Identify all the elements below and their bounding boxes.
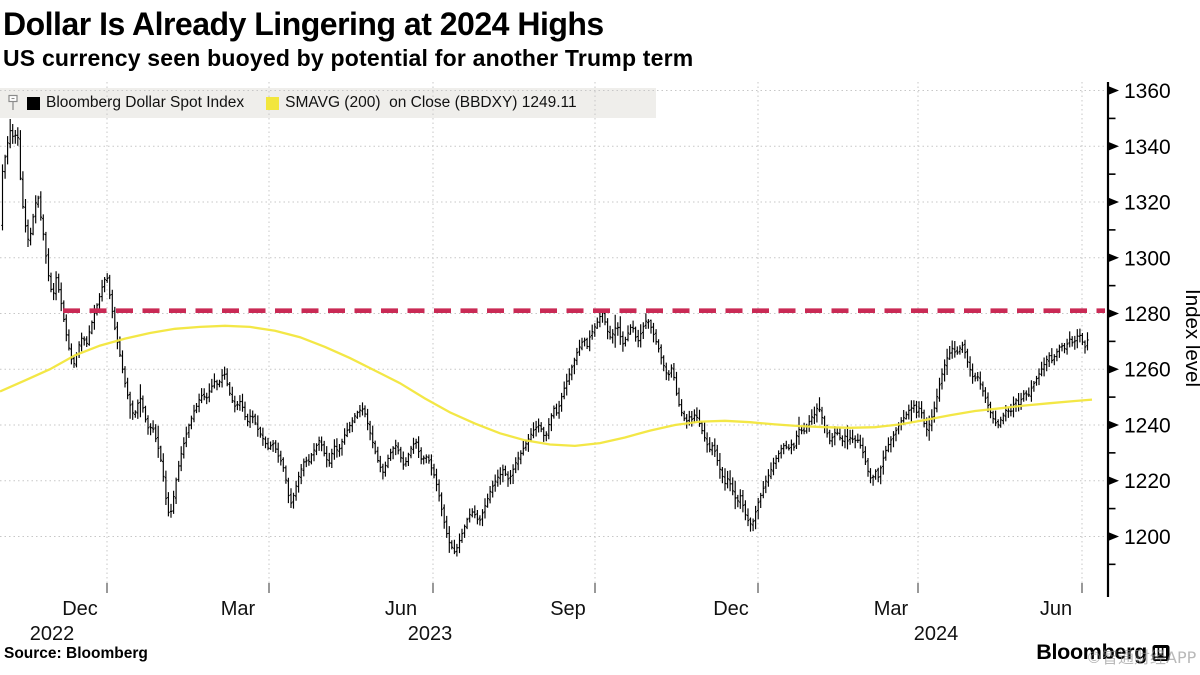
y-tick-label: 1260 <box>1124 359 1171 382</box>
bloomberg-logo: Bloomberg <box>1036 640 1170 665</box>
watermark: ©智通财经APP <box>1086 648 1197 667</box>
x-axis-labels: Dec Mar Jun Sep Dec Mar Jun 2022 2023 2024 <box>30 598 1072 645</box>
x-month-label: Jun <box>1040 598 1072 620</box>
y-tick-label: 1360 <box>1124 80 1171 103</box>
source-credit: Source: Bloomberg <box>4 645 148 662</box>
sma-line <box>0 324 1093 448</box>
y-axis-title: Index level <box>1181 289 1200 387</box>
y-tick-label: 1340 <box>1124 136 1171 159</box>
bloomberg-logo-text: Bloomberg <box>1036 640 1147 664</box>
gridlines <box>0 82 1105 592</box>
x-month-label: Sep <box>550 598 586 620</box>
y-tick-label: 1240 <box>1124 414 1171 437</box>
x-month-label: Dec <box>62 598 98 620</box>
x-month-label: Dec <box>713 598 749 620</box>
y-tick-label: 1200 <box>1124 526 1171 549</box>
y-tick-label: 1220 <box>1124 470 1171 493</box>
legend-background <box>0 88 656 118</box>
legend-label-spot-index: Bloomberg Dollar Spot Index <box>46 94 245 111</box>
x-axis-ticks <box>106 583 1083 593</box>
chart-subtitle: US currency seen buoyed by potential for… <box>3 45 694 71</box>
x-year-label: 2022 <box>30 623 75 645</box>
x-month-label: Jun <box>385 598 417 620</box>
series-swatch-spot-index <box>27 96 40 110</box>
x-month-label: Mar <box>874 598 909 620</box>
series-swatch-smavg <box>266 96 280 110</box>
bloomberg-terminal-icon <box>1152 644 1170 661</box>
y-tick-label: 1320 <box>1124 192 1171 215</box>
chart-title: Dollar Is Already Lingering at 2024 High… <box>3 6 604 42</box>
y-tick-label: 1280 <box>1124 303 1171 326</box>
x-month-label: Mar <box>221 598 256 620</box>
x-year-label: 2024 <box>914 623 959 645</box>
chart-legend: Bloomberg Dollar Spot Index SMAVG (200) … <box>0 88 577 118</box>
pin-icon <box>8 94 18 110</box>
x-year-label: 2023 <box>408 623 453 645</box>
y-axis: 1360 1340 1320 1300 1280 1260 1240 1220 1200 Inde… <box>1106 80 1200 597</box>
legend-label-smavg: SMAVG (200) on Close (BBDXY) 1249.11 <box>285 94 577 111</box>
price-ohlc-bars <box>1 119 1089 557</box>
y-tick-label: 1300 <box>1124 247 1171 270</box>
